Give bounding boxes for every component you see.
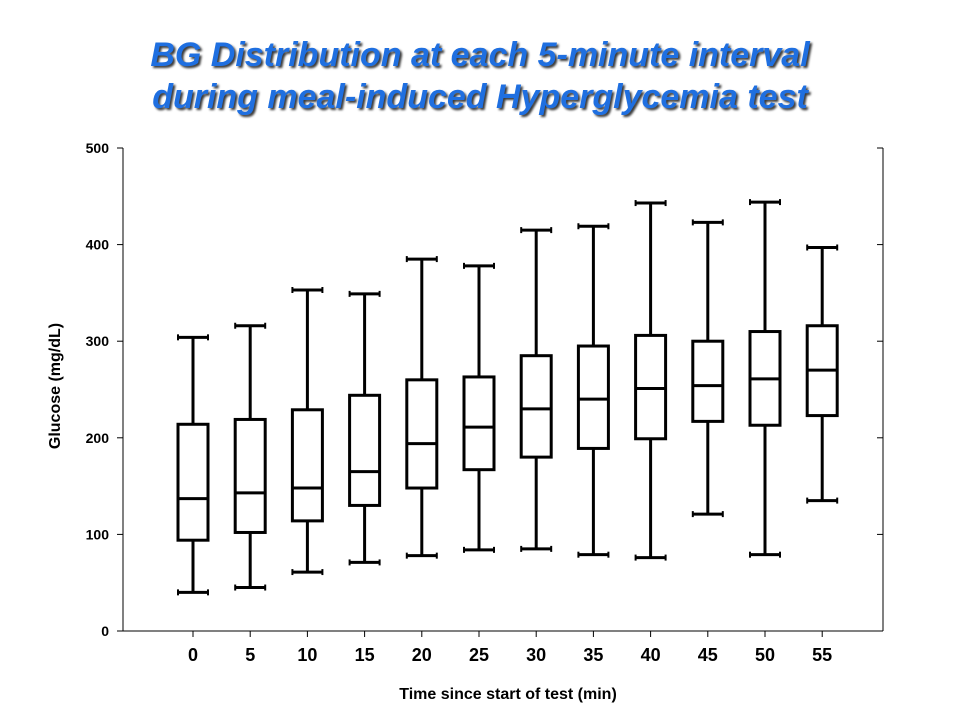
box-25: [462, 262, 496, 553]
y-tick-label: 0: [101, 623, 109, 639]
labels-group: 0 100 200 300 400 500 0 5 10 15 20 25 30 35 40 45 50 55: [86, 140, 833, 665]
x-tick-label: 25: [469, 645, 489, 665]
x-tick-label: 10: [297, 645, 317, 665]
x-tick-label: 0: [188, 645, 198, 665]
iqr-box: [176, 422, 210, 542]
iqr-box: [691, 339, 725, 423]
box-55: [805, 244, 839, 504]
y-tick-label: 500: [86, 140, 110, 156]
box-0: [176, 334, 210, 596]
x-tick-label: 30: [526, 645, 546, 665]
box-40: [634, 200, 668, 561]
box-10: [290, 287, 324, 576]
x-tick-label: 20: [412, 645, 432, 665]
box-5: [233, 322, 267, 591]
axes-group: [117, 147, 884, 637]
x-tick-label: 35: [583, 645, 603, 665]
box-20: [405, 256, 439, 559]
box-35: [576, 223, 610, 558]
x-tick-label: 40: [641, 645, 661, 665]
box-50: [748, 199, 782, 558]
x-tick-label: 5: [245, 645, 255, 665]
iqr-box: [576, 344, 610, 450]
x-axis-title: Time since start of test (min): [399, 686, 617, 703]
x-tick-label: 55: [812, 645, 832, 665]
box-45: [691, 219, 725, 518]
boxes-group: [176, 199, 839, 596]
y-tick-label: 100: [86, 526, 110, 542]
iqr-box: [290, 408, 324, 523]
iqr-box: [233, 417, 267, 534]
iqr-box: [519, 354, 553, 459]
y-tick-label: 200: [86, 430, 110, 446]
iqr-box: [405, 378, 439, 490]
box-30: [519, 227, 553, 552]
box-15: [348, 290, 382, 566]
y-tick-label: 300: [86, 333, 110, 349]
chart-title: BG Distribution at each 5-minute interva…: [0, 34, 960, 118]
chart-title-line-1: BG Distribution at each 5-minute interva…: [150, 36, 810, 74]
y-axis-title: Glucose (mg/dL): [47, 323, 64, 449]
x-tick-label: 50: [755, 645, 775, 665]
x-tick-label: 15: [355, 645, 375, 665]
chart-title-line-2: during meal-induced Hyperglycemia test: [152, 78, 808, 116]
x-tick-label: 45: [698, 645, 718, 665]
iqr-box: [462, 375, 496, 472]
iqr-box: [348, 393, 382, 507]
y-tick-label: 400: [86, 237, 110, 253]
